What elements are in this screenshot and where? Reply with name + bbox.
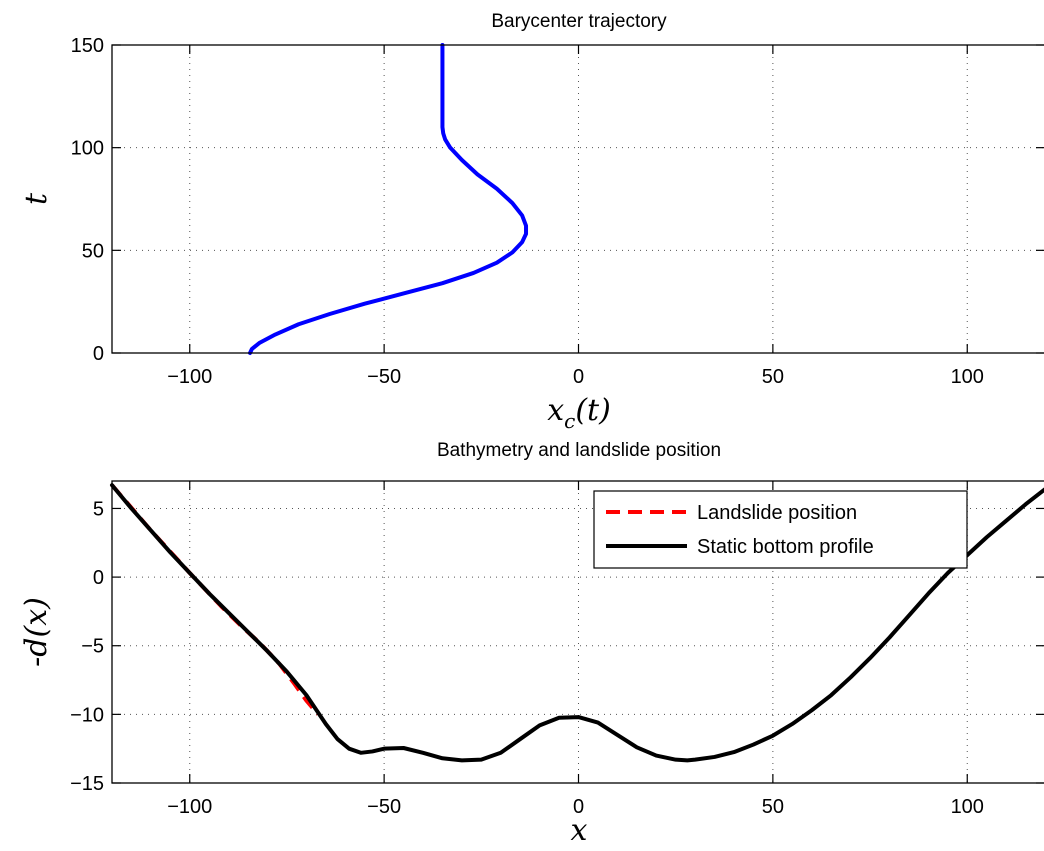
bathymetry-xtick-label: −50 bbox=[367, 796, 401, 818]
bathymetry-xlabel: x bbox=[571, 813, 588, 848]
legend-label-landslide: Landslide position bbox=[697, 502, 857, 524]
bathymetry-series bbox=[110, 483, 1044, 763]
bathymetry-series-line-1 bbox=[110, 483, 1044, 763]
bathymetry-ticks: −100 −50 0 50 100−15−10−505 bbox=[70, 481, 1044, 818]
trajectory-xlabel-main: x bbox=[547, 393, 564, 428]
bathymetry-xtick-label: 50 bbox=[762, 796, 784, 818]
trajectory-ytick-label: 100 bbox=[71, 138, 104, 160]
trajectory-ytick-label: 50 bbox=[82, 240, 104, 262]
trajectory-series-line-0 bbox=[248, 43, 529, 355]
trajectory-xtick-label: −100 bbox=[167, 366, 212, 388]
trajectory-axes: Barycenter trajectory −100 −50 0 50 100 0 50 10… bbox=[19, 11, 1044, 433]
trajectory-ticks: −100 −50 0 50 100 0 50 100 150 bbox=[71, 35, 1044, 388]
bathymetry-title: Bathymetry and landslide position bbox=[437, 440, 721, 461]
trajectory-ylabel: t bbox=[19, 192, 54, 205]
trajectory-xlabel-arg: (t) bbox=[575, 393, 610, 428]
legend-label-static: Static bottom profile bbox=[697, 536, 874, 558]
bathymetry-ytick-label: 0 bbox=[93, 567, 104, 589]
trajectory-title: Barycenter trajectory bbox=[491, 11, 667, 32]
trajectory-xlabel: xc(t) bbox=[547, 393, 611, 433]
trajectory-ytick-label: 0 bbox=[93, 343, 104, 365]
trajectory-ytick-label: 150 bbox=[71, 35, 104, 57]
trajectory-xtick-label: 100 bbox=[951, 366, 984, 388]
bathymetry-xtick-label: −100 bbox=[167, 796, 212, 818]
trajectory-xtick-label: −50 bbox=[367, 366, 401, 388]
trajectory-series bbox=[248, 43, 529, 355]
bathymetry-ytick-label: −10 bbox=[70, 704, 104, 726]
trajectory-plot-box bbox=[111, 44, 1044, 354]
bathymetry-ytick-label: −5 bbox=[81, 636, 104, 658]
bathymetry-xtick-label: 0 bbox=[573, 796, 584, 818]
bathymetry-ylabel: -d(x) bbox=[19, 597, 54, 667]
bathymetry-axes: Bathymetry and landslide position −100 −5… bbox=[19, 440, 1044, 848]
trajectory-xtick-label: 0 bbox=[573, 366, 584, 388]
trajectory-grid bbox=[112, 44, 1044, 354]
bathymetry-grid bbox=[112, 481, 1044, 784]
legend: Landslide position Static bottom profile bbox=[593, 490, 968, 569]
legend-box bbox=[593, 490, 968, 569]
bathymetry-ytick-label: 5 bbox=[93, 498, 104, 520]
bathymetry-ytick-label: −15 bbox=[70, 773, 104, 795]
trajectory-xtick-label: 50 bbox=[762, 366, 784, 388]
trajectory-xlabel-sub: c bbox=[564, 409, 575, 433]
bathymetry-xtick-label: 100 bbox=[951, 796, 984, 818]
